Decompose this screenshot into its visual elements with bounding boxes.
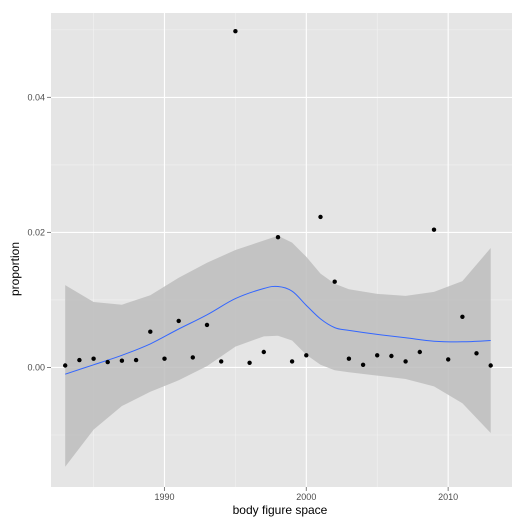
data-point (219, 359, 224, 364)
data-point (105, 359, 110, 365)
data-point (332, 279, 337, 284)
y-tick-label: 0.00 (27, 362, 45, 372)
data-point (148, 329, 153, 334)
data-point (261, 349, 266, 355)
data-point (431, 227, 437, 232)
data-point (360, 362, 366, 367)
data-point (417, 349, 422, 355)
y-tick-label: 0.02 (27, 227, 45, 237)
x-tick-label: 2010 (438, 492, 458, 502)
x-axis: 1990 2000 2010 (154, 487, 458, 502)
data-point (446, 357, 451, 362)
confidence-band (65, 235, 491, 467)
data-point (304, 353, 309, 358)
data-point (375, 353, 380, 358)
data-point (62, 363, 68, 368)
data-point (474, 351, 479, 356)
data-point (346, 356, 352, 361)
y-axis: 0.00 0.02 0.04 (27, 92, 51, 372)
data-points (62, 29, 493, 368)
data-point (403, 359, 408, 364)
data-point (77, 357, 82, 363)
y-tick-label: 0.04 (27, 92, 45, 102)
x-axis-title: body figure space (233, 503, 328, 517)
data-point (91, 356, 96, 361)
data-point (275, 235, 281, 240)
data-point (289, 359, 295, 364)
data-point (460, 314, 465, 319)
data-point (162, 356, 167, 361)
data-point (318, 214, 323, 220)
data-point (176, 318, 181, 324)
data-point (233, 29, 238, 34)
data-point (119, 358, 125, 363)
data-point (204, 322, 210, 328)
x-tick-label: 2000 (296, 492, 316, 502)
data-point (133, 357, 139, 363)
y-axis-title: proportion (8, 242, 22, 296)
data-point (247, 360, 252, 365)
x-tick-label: 1990 (154, 492, 174, 502)
data-point (389, 353, 394, 359)
smooth-trend-line (65, 285, 491, 375)
data-point (488, 363, 493, 368)
data-point (190, 355, 195, 360)
